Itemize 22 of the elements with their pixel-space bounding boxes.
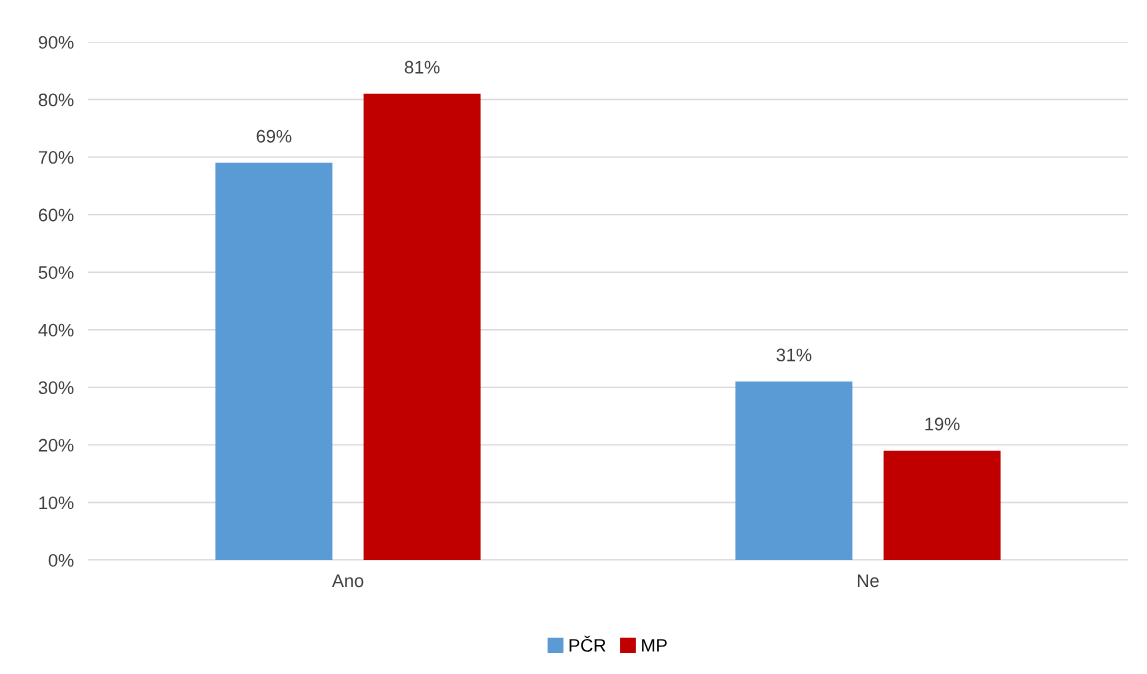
data-label: 31% — [776, 348, 812, 362]
data-label: 81% — [404, 60, 440, 74]
y-tick-label: 60% — [38, 208, 74, 222]
y-tick-label: 20% — [38, 438, 74, 452]
y-tick-label: 30% — [38, 381, 74, 395]
y-tick-label: 90% — [38, 35, 74, 49]
data-label: 19% — [925, 417, 960, 431]
bar — [883, 450, 1001, 560]
data-label: 69% — [256, 129, 292, 143]
x-tick-label: Ano — [331, 574, 364, 588]
y-tick-label: 70% — [38, 151, 74, 164]
y-tick-label: 50% — [38, 266, 74, 279]
y-tick-label: 40% — [38, 323, 74, 337]
y-tick-label: 80% — [38, 93, 74, 107]
bar — [215, 162, 333, 560]
y-tick-label: 10% — [39, 496, 74, 510]
legend-label: MP — [642, 639, 667, 652]
y-tick-label: 0% — [48, 553, 74, 567]
bar — [363, 93, 481, 560]
x-tick-label: Ne — [857, 574, 879, 588]
bar — [735, 381, 853, 560]
legend-label: PČR — [569, 635, 606, 652]
